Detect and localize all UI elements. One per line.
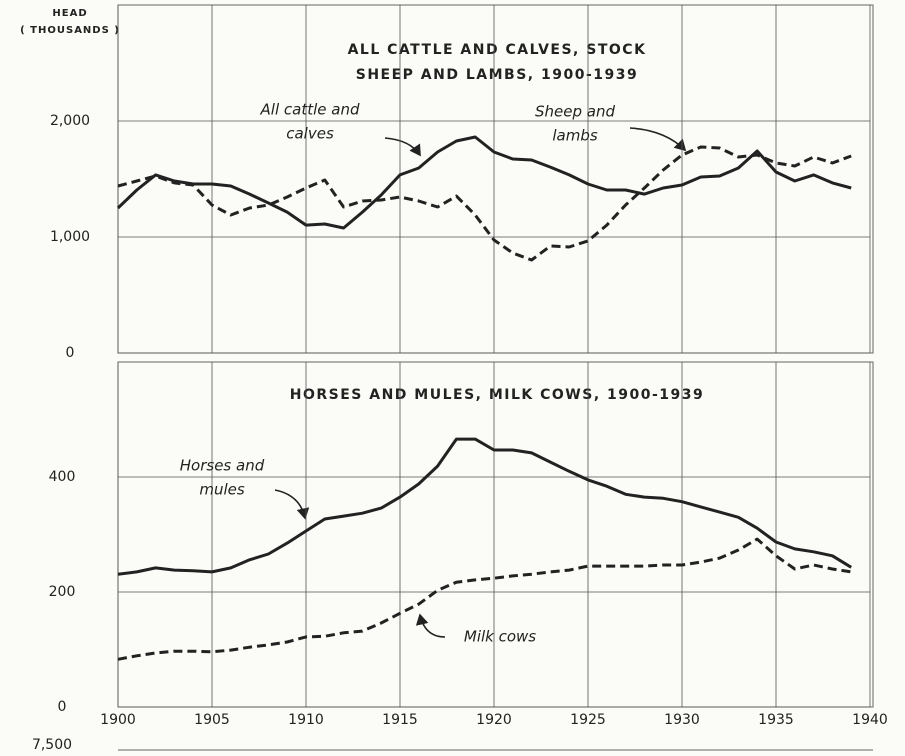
- annotation: All cattle and: [260, 101, 360, 119]
- annotation: calves: [286, 125, 334, 143]
- y-axis-label: HEAD: [52, 8, 87, 19]
- x-tick-label: 1925: [570, 712, 606, 728]
- line-series: [117, 145, 852, 262]
- annotation: Milk cows: [464, 628, 536, 646]
- annotation: Sheep and: [535, 103, 615, 121]
- x-tick-label: 1930: [664, 712, 700, 728]
- y-tick-label: 0: [58, 699, 67, 715]
- arrow: [274, 489, 310, 520]
- chart-title: HORSES AND MULES, MILK COWS, 1900-1939: [290, 387, 705, 403]
- x-tick-label: 1910: [288, 712, 324, 728]
- y-tick-label: 7,500: [32, 737, 72, 753]
- y-tick-label: 400: [49, 469, 76, 485]
- x-tick-label: 1905: [194, 712, 230, 728]
- y-axis-label: ( THOUSANDS ): [20, 25, 120, 36]
- annotation: mules: [199, 481, 245, 499]
- x-tick-label: 1935: [758, 712, 794, 728]
- y-tick-label: 0: [66, 345, 75, 361]
- arrow: [415, 613, 446, 638]
- y-tick-label: 200: [49, 584, 76, 600]
- arrow: [629, 127, 687, 152]
- line-series: [116, 135, 852, 230]
- chart-title: SHEEP AND LAMBS, 1900-1939: [356, 67, 638, 83]
- arrow: [384, 137, 421, 157]
- line-series: [117, 537, 852, 661]
- bottom-frame: [117, 361, 874, 708]
- annotation: lambs: [552, 127, 597, 145]
- x-tick-label: 1920: [476, 712, 512, 728]
- chart-title: ALL CATTLE AND CALVES, STOCK: [348, 42, 647, 58]
- x-tick-label: 1940: [852, 712, 888, 728]
- line-series: [117, 437, 852, 576]
- y-tick-label: 2,000: [50, 113, 90, 129]
- annotation: Horses and: [180, 457, 265, 475]
- x-tick-label: 1915: [382, 712, 418, 728]
- y-tick-label: 1,000: [50, 229, 90, 245]
- x-tick-label: 1900: [100, 712, 136, 728]
